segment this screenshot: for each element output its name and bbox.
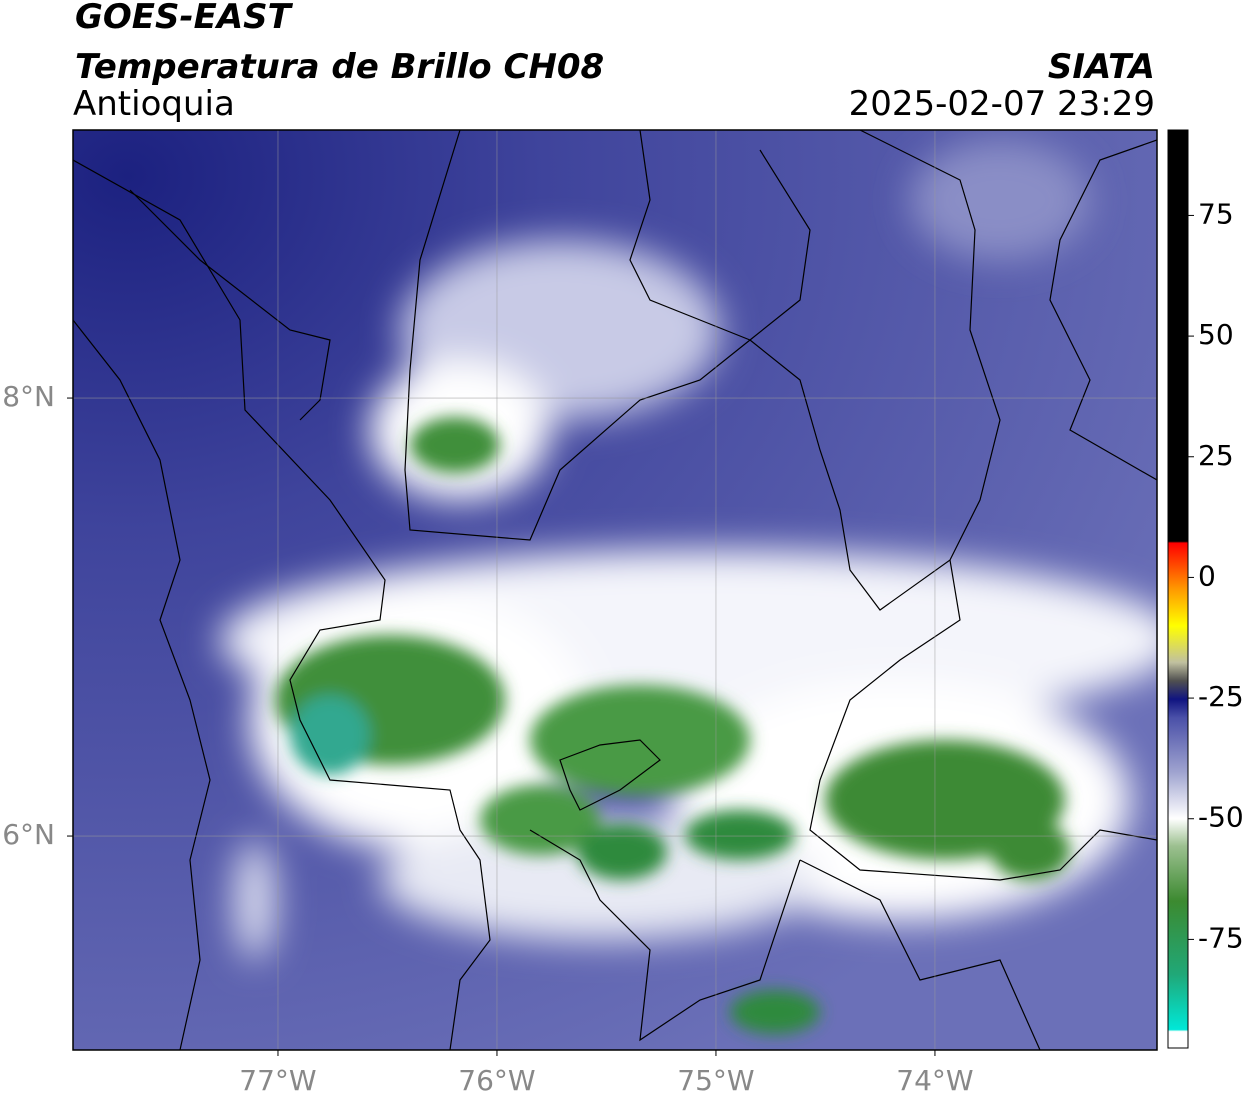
colorbar (1167, 129, 1189, 1049)
map-frame (72, 129, 1158, 1051)
subtitle: Temperatura de Brillo CH08 (75, 47, 604, 87)
colorbar-tick-label: 75 (1198, 197, 1234, 230)
y-tick-label: 8°N (2, 380, 55, 413)
title: GOES-EAST (75, 0, 294, 37)
x-tick-label: 74°W (896, 1064, 973, 1097)
colorbar-tick-label: -25 (1198, 680, 1244, 713)
timestamp: 2025-02-07 23:29 (849, 84, 1155, 124)
y-tick-label: 6°N (2, 818, 55, 851)
grid (73, 130, 1157, 1050)
colorbar-tick-label: 25 (1198, 439, 1234, 472)
x-tick-label: 77°W (239, 1064, 316, 1097)
x-tick-label: 75°W (677, 1064, 754, 1097)
map-image (73, 130, 1157, 1050)
region: Antioquia (73, 84, 235, 124)
colorbar-tick-label: -50 (1198, 801, 1244, 834)
colorbar-tick-label: 0 (1198, 559, 1216, 592)
colorbar-tick-label: -75 (1198, 921, 1244, 954)
colorbar-tick-label: 50 (1198, 318, 1234, 351)
x-tick-label: 76°W (458, 1064, 535, 1097)
source: SIATA (1048, 47, 1155, 87)
